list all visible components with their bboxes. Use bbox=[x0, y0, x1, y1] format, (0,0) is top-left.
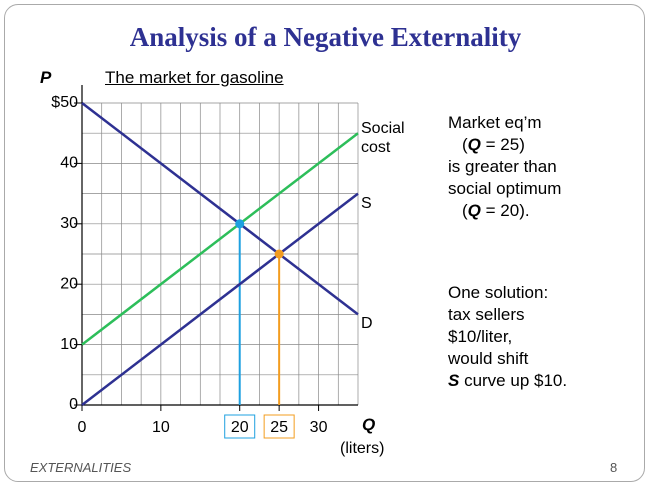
point bbox=[235, 219, 245, 229]
text-run: Q bbox=[467, 201, 481, 220]
text-run: Market eq’m bbox=[448, 113, 542, 132]
text-line: social optimum bbox=[448, 178, 561, 200]
text-run: ( bbox=[462, 135, 468, 154]
text-line: $10/liter, bbox=[448, 326, 567, 348]
x-tick-highlight bbox=[263, 414, 295, 439]
text-line: (Q = 20). bbox=[448, 200, 561, 222]
x-axis-unit: (liters) bbox=[340, 440, 385, 457]
y-axis-label: P bbox=[40, 68, 52, 87]
footer: EXTERNALITIES bbox=[30, 460, 132, 475]
point bbox=[274, 249, 284, 259]
x-tick-label: 30 bbox=[310, 419, 328, 436]
text-run: would shift bbox=[448, 349, 529, 368]
y-tick-label: $50 bbox=[51, 94, 78, 111]
text-run: ( bbox=[462, 201, 468, 220]
slide-frame bbox=[4, 4, 645, 482]
y-tick-label: 10 bbox=[60, 336, 78, 353]
text-line: would shift bbox=[448, 348, 567, 370]
y-tick-label: 30 bbox=[60, 215, 78, 232]
series-line bbox=[81, 192, 359, 406]
x-tick-label: 20 bbox=[231, 419, 249, 436]
text-line: is greater than bbox=[448, 156, 561, 178]
text-line: Market eq’m bbox=[448, 112, 561, 134]
page-number: 8 bbox=[610, 460, 618, 475]
y-tick-label: 40 bbox=[60, 155, 78, 172]
series-label: Social cost bbox=[361, 120, 405, 157]
text-line: tax sellers bbox=[448, 304, 567, 326]
series-line bbox=[81, 102, 359, 316]
text-run: = 20). bbox=[480, 201, 530, 220]
title: Analysis of a Negative Externality bbox=[129, 22, 522, 52]
text-run: curve up $10. bbox=[459, 371, 568, 390]
text-run: Q bbox=[467, 135, 481, 154]
text-run: S bbox=[448, 371, 460, 390]
x-tick-label: 25 bbox=[270, 419, 288, 436]
text-run: One solution: bbox=[448, 283, 549, 302]
text-run: tax sellers bbox=[448, 305, 525, 324]
side-text: Market eq’m (Q = 25) is greater than social… bbox=[448, 112, 561, 222]
side-text: One solution: tax sellers $10/liter, would … bbox=[448, 282, 567, 392]
series-label: S bbox=[361, 194, 372, 212]
text-run: $10/liter, bbox=[448, 327, 513, 346]
x-axis-label: Q bbox=[362, 415, 376, 434]
y-tick-label: 0 bbox=[69, 396, 78, 413]
x-tick-highlight bbox=[224, 414, 256, 439]
text-run: = 25) bbox=[480, 135, 525, 154]
text-line: (Q = 25) bbox=[448, 134, 561, 156]
y-tick-label: 20 bbox=[60, 275, 78, 292]
text-run: is greater than bbox=[448, 157, 557, 176]
text-line: S curve up $10. bbox=[448, 370, 567, 392]
series-label: D bbox=[361, 315, 373, 333]
chart-subtitle: The market for gasoline bbox=[105, 68, 284, 87]
text-run: social optimum bbox=[448, 179, 562, 198]
x-tick-label: 10 bbox=[152, 419, 170, 436]
text-line: One solution: bbox=[448, 282, 567, 304]
x-tick-label: 0 bbox=[78, 419, 87, 436]
series-line bbox=[81, 132, 359, 346]
